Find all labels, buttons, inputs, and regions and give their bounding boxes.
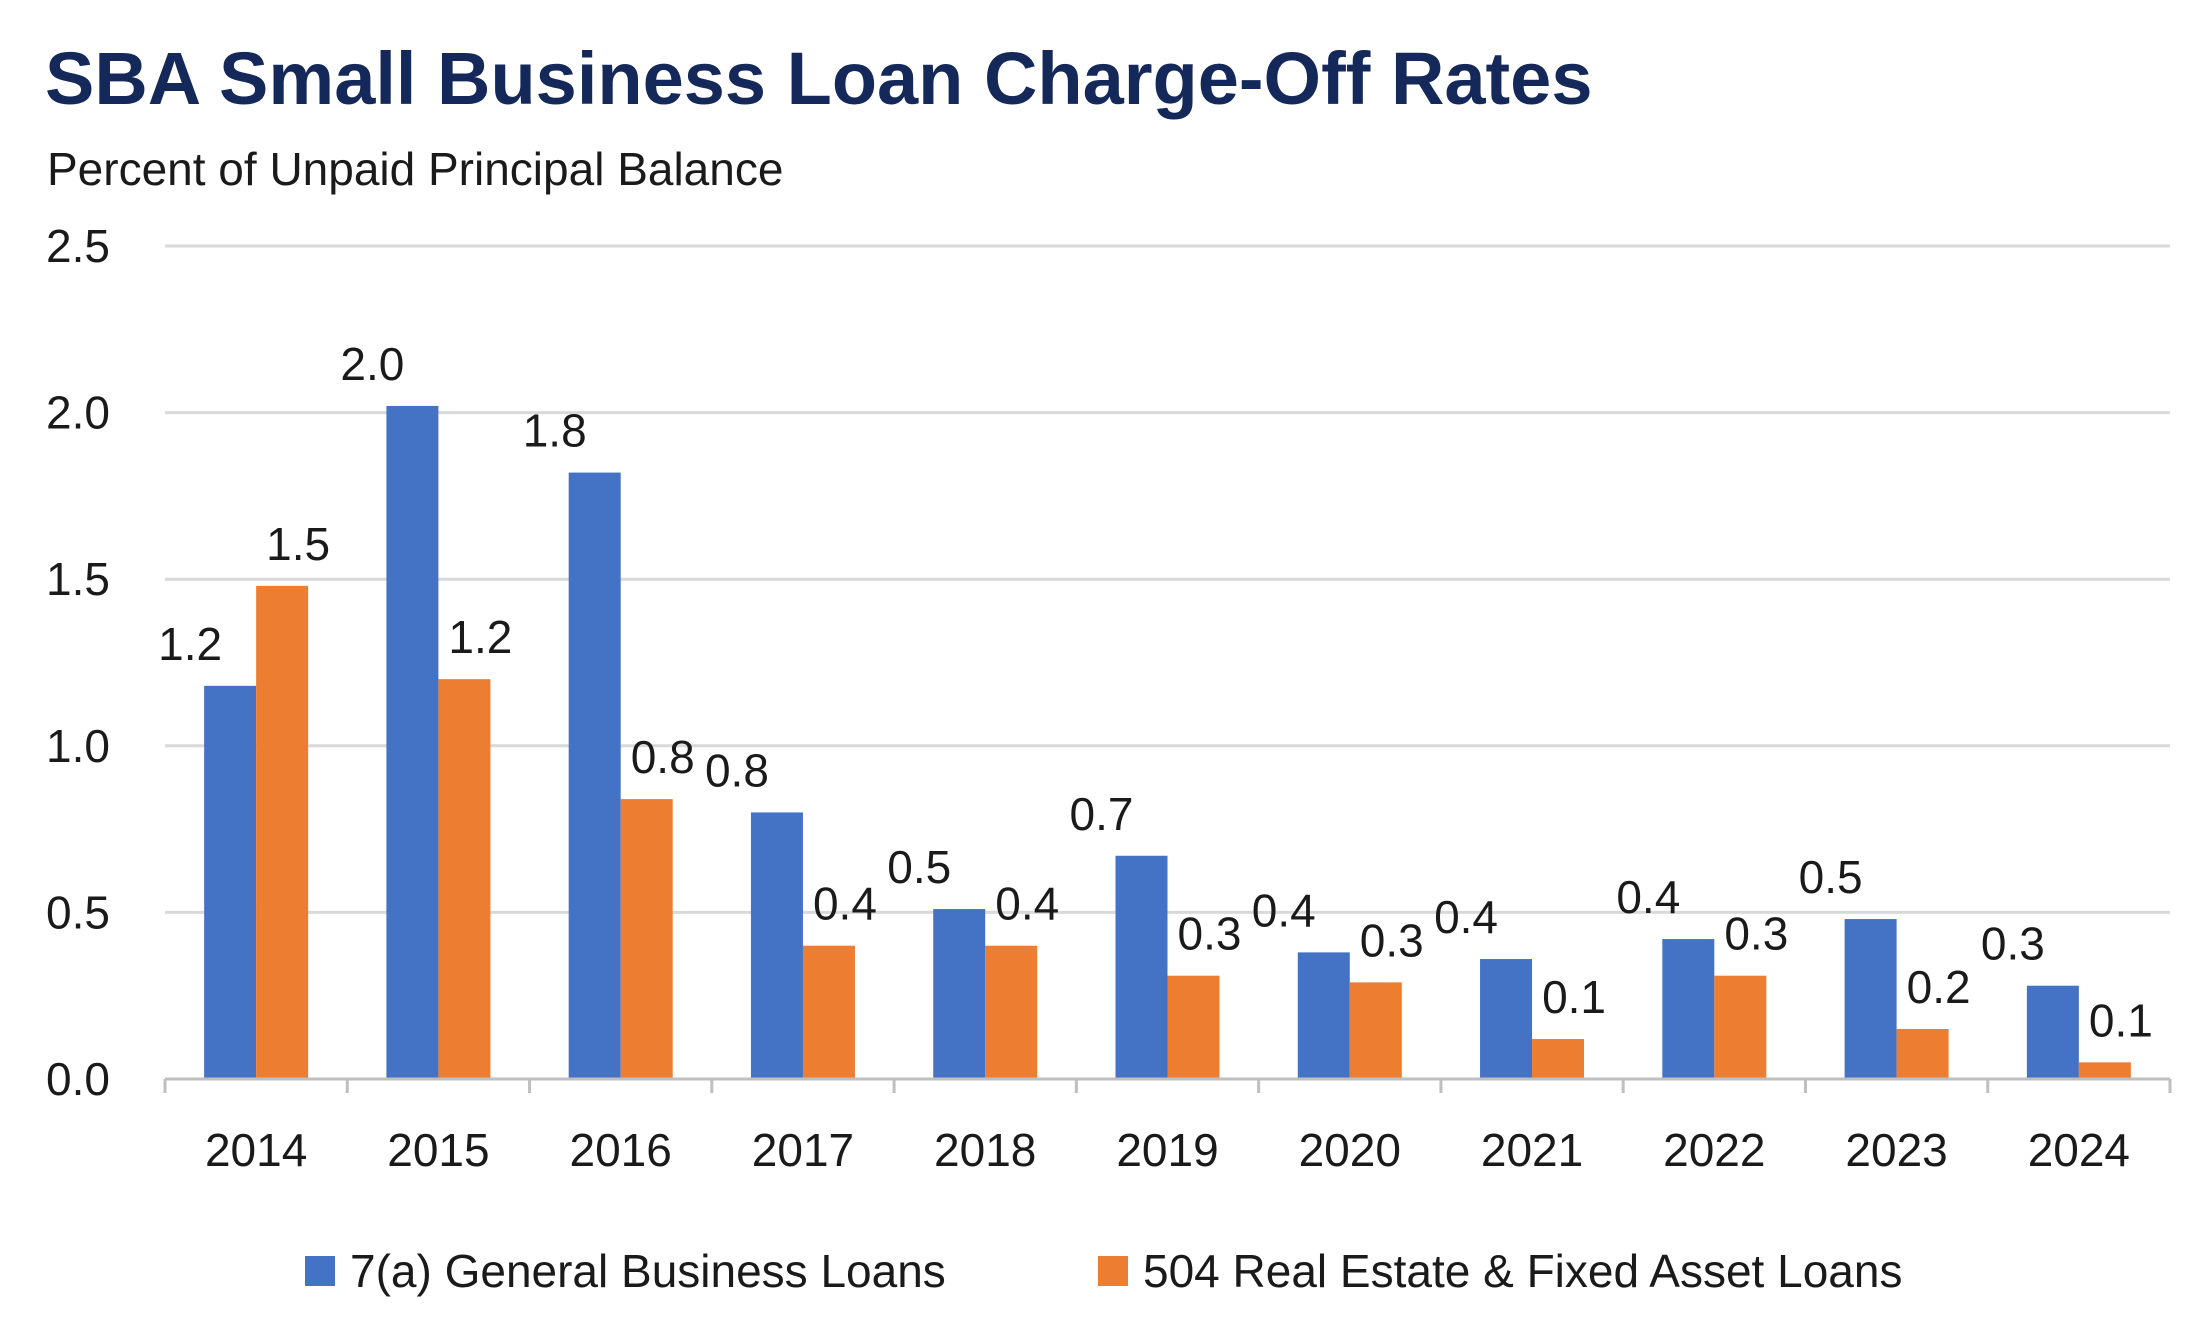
x-tick-label: 2024 [2028, 1124, 2130, 1176]
data-label: 1.2 [448, 611, 512, 663]
data-label: 1.5 [266, 518, 330, 570]
bar-series-a-2017 [750, 812, 803, 1079]
x-tick-label: 2019 [1116, 1124, 1218, 1176]
legend: 7(a) General Business Loans 504 Real Esta… [305, 1245, 1902, 1297]
bar-series-a-2018 [933, 909, 986, 1079]
x-tick-label: 2021 [1481, 1124, 1583, 1176]
data-label: 0.8 [705, 744, 769, 796]
data-label: 0.8 [631, 731, 695, 783]
bars [204, 405, 2131, 1079]
x-tick-label: 2015 [387, 1124, 489, 1176]
bar-series-b-2015 [438, 679, 491, 1079]
bar-series-b-2014 [256, 585, 309, 1079]
data-label: 0.5 [1799, 851, 1863, 903]
y-tick-label: 0.0 [46, 1053, 110, 1105]
legend-label: 7(a) General Business Loans [350, 1245, 946, 1297]
y-tick-label: 1.5 [46, 553, 110, 605]
bar-series-b-2024 [2078, 1062, 2131, 1079]
data-label: 0.3 [1360, 914, 1424, 966]
data-label: 0.4 [995, 878, 1059, 930]
data-label: 0.4 [1252, 884, 1316, 936]
x-tick-label: 2014 [205, 1124, 307, 1176]
data-label: 0.4 [813, 878, 877, 930]
data-label: 0.4 [1434, 891, 1498, 943]
bar-series-b-2016 [620, 799, 673, 1079]
y-tick-label: 0.5 [46, 886, 110, 938]
x-tick-label: 2018 [934, 1124, 1036, 1176]
x-tick-label: 2022 [1663, 1124, 1765, 1176]
bar-series-a-2021 [1480, 959, 1533, 1079]
x-tick-label: 2023 [1845, 1124, 1947, 1176]
bar-series-b-2022 [1714, 975, 1767, 1079]
data-label: 0.3 [1178, 908, 1242, 960]
x-tick-label: 2016 [570, 1124, 672, 1176]
bar-series-a-2022 [1662, 939, 1715, 1079]
data-label: 0.3 [1724, 908, 1788, 960]
data-label: 0.2 [1907, 961, 1971, 1013]
y-tick-label: 2.5 [46, 220, 110, 272]
bar-series-b-2019 [1167, 975, 1220, 1079]
data-labels: 1.22.01.80.80.50.70.4 0.4 0.4 0.50.31.51.20… [158, 338, 2153, 1046]
bar-series-a-2016 [568, 472, 621, 1079]
bar-series-b-2018 [985, 945, 1038, 1079]
legend-swatch [305, 1256, 335, 1286]
data-label: 0.1 [1542, 971, 1606, 1023]
grid-lines [165, 244, 2170, 914]
y-tick-label: 2.0 [46, 387, 110, 439]
data-label: 0.7 [1070, 788, 1134, 840]
x-tick-label: 2017 [752, 1124, 854, 1176]
bar-series-b-2017 [802, 945, 855, 1079]
chart-title: SBA Small Business Loan Charge-Off Rates [45, 37, 1593, 120]
bar-series-b-2023 [1896, 1029, 1949, 1079]
bar-series-a-2020 [1297, 952, 1350, 1079]
data-label: 2.0 [340, 338, 404, 390]
bar-series-a-2019 [1115, 855, 1168, 1079]
bar-series-a-2015 [386, 405, 439, 1079]
bar-series-a-2014 [204, 685, 257, 1079]
x-axis: 2014 2015 2016 2017 2018 2019 2020 2021 2022 2023… [163, 1077, 2172, 1176]
bar-series-b-2020 [1349, 982, 1402, 1079]
data-label: 0.3 [1981, 918, 2045, 970]
y-axis-ticks: 0.0 0.5 1.0 1.5 2.0 2.5 [46, 220, 110, 1105]
data-label: 0.1 [2089, 994, 2153, 1046]
data-label: 0.5 [887, 841, 951, 893]
legend-swatch [1098, 1256, 1128, 1286]
bar-series-a-2024 [2026, 985, 2079, 1079]
bar-series-b-2021 [1532, 1039, 1585, 1079]
bar-series-a-2023 [1844, 919, 1897, 1079]
legend-label: 504 Real Estate & Fixed Asset Loans [1143, 1245, 1902, 1297]
data-label: 1.2 [158, 618, 222, 670]
y-tick-label: 1.0 [46, 720, 110, 772]
chart-subtitle: Percent of Unpaid Principal Balance [47, 143, 783, 195]
data-label: 0.4 [1616, 871, 1680, 923]
data-label: 1.8 [523, 405, 587, 457]
x-tick-label: 2020 [1299, 1124, 1401, 1176]
